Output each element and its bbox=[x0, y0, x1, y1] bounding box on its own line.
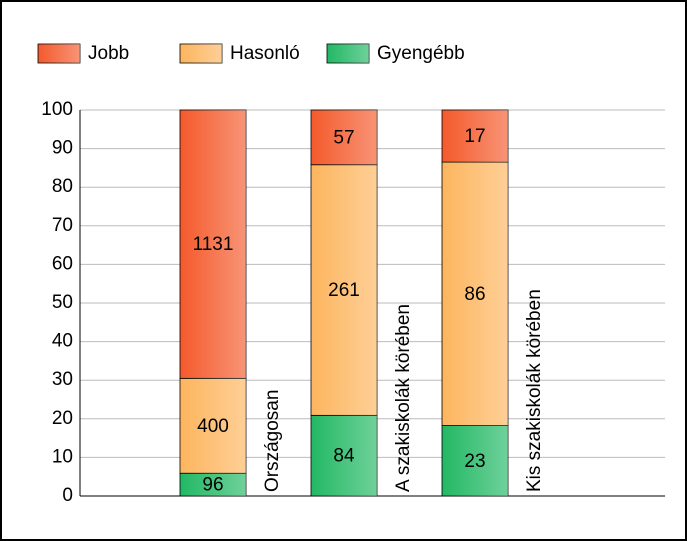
data-label: 96 bbox=[202, 475, 223, 496]
data-label: 86 bbox=[464, 284, 485, 305]
bar-shade bbox=[311, 164, 377, 416]
legend-label: Hasonló bbox=[230, 43, 300, 64]
legend-swatch-shade bbox=[38, 44, 80, 63]
y-tick-label: 60 bbox=[52, 253, 73, 274]
bar-shade bbox=[180, 110, 246, 379]
y-tick-label: 100 bbox=[41, 99, 73, 120]
y-tick-label: 20 bbox=[52, 408, 73, 429]
y-tick-label: 10 bbox=[52, 446, 73, 467]
y-tick-label: 80 bbox=[52, 176, 73, 197]
x-tick-label: Kis szakiskolák körében bbox=[524, 289, 545, 492]
legend-label: Jobb bbox=[88, 43, 129, 64]
legend-swatch-shade bbox=[327, 44, 369, 63]
data-label: 261 bbox=[328, 280, 360, 301]
data-label: 57 bbox=[333, 127, 354, 148]
data-label: 400 bbox=[197, 416, 229, 437]
data-label: 84 bbox=[333, 446, 355, 467]
y-tick-label: 90 bbox=[52, 138, 73, 159]
legend-swatch-shade bbox=[180, 44, 222, 63]
legend-label: Gyengébb bbox=[377, 43, 465, 64]
bar-shade bbox=[180, 473, 246, 496]
bar-shade bbox=[442, 110, 508, 163]
x-tick-label: A szakiskolák körében bbox=[393, 304, 414, 492]
y-tick-label: 70 bbox=[52, 215, 73, 236]
y-tick-label: 30 bbox=[52, 369, 73, 390]
y-tick-label: 50 bbox=[52, 292, 73, 313]
bar-shade bbox=[180, 378, 246, 474]
y-tick-label: 0 bbox=[62, 485, 73, 506]
bar-shade bbox=[311, 415, 377, 496]
bar-shade bbox=[311, 110, 377, 165]
y-tick-label: 40 bbox=[52, 331, 73, 352]
bar-shade bbox=[442, 425, 508, 496]
data-label: 1131 bbox=[193, 234, 234, 255]
data-label: 23 bbox=[464, 451, 485, 472]
bar-shade bbox=[442, 162, 508, 426]
data-label: 17 bbox=[464, 126, 485, 147]
x-tick-label: Országosan bbox=[262, 390, 283, 492]
